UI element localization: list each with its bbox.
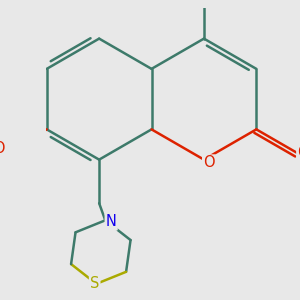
Text: HO: HO — [0, 140, 6, 155]
Text: N: N — [106, 214, 117, 230]
Text: S: S — [90, 276, 99, 291]
Text: O: O — [297, 146, 300, 160]
Text: O: O — [203, 155, 215, 170]
